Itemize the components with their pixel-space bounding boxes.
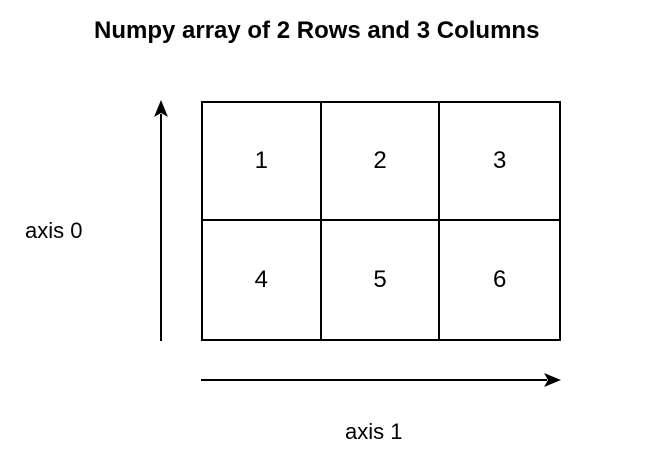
array-cell-1-2: 6	[492, 266, 507, 293]
array-grid: 1 2 3 4 5 6	[201, 101, 561, 341]
array-cell-0-2: 3	[440, 103, 559, 221]
axis-1-arrow	[201, 373, 561, 387]
array-cell-1-0: 4	[203, 221, 322, 339]
array-cell-0-0: 1	[203, 103, 322, 221]
array-cell-0-1: 2	[321, 103, 441, 221]
axis-1-label: axis 1	[345, 419, 403, 444]
diagram-title: Numpy array of 2 Rows and 3 Columns	[94, 17, 540, 44]
array-cell-1-1: 5	[322, 221, 441, 339]
axis-0-label: axis 0	[25, 218, 83, 243]
axis-0-arrow	[154, 100, 168, 341]
